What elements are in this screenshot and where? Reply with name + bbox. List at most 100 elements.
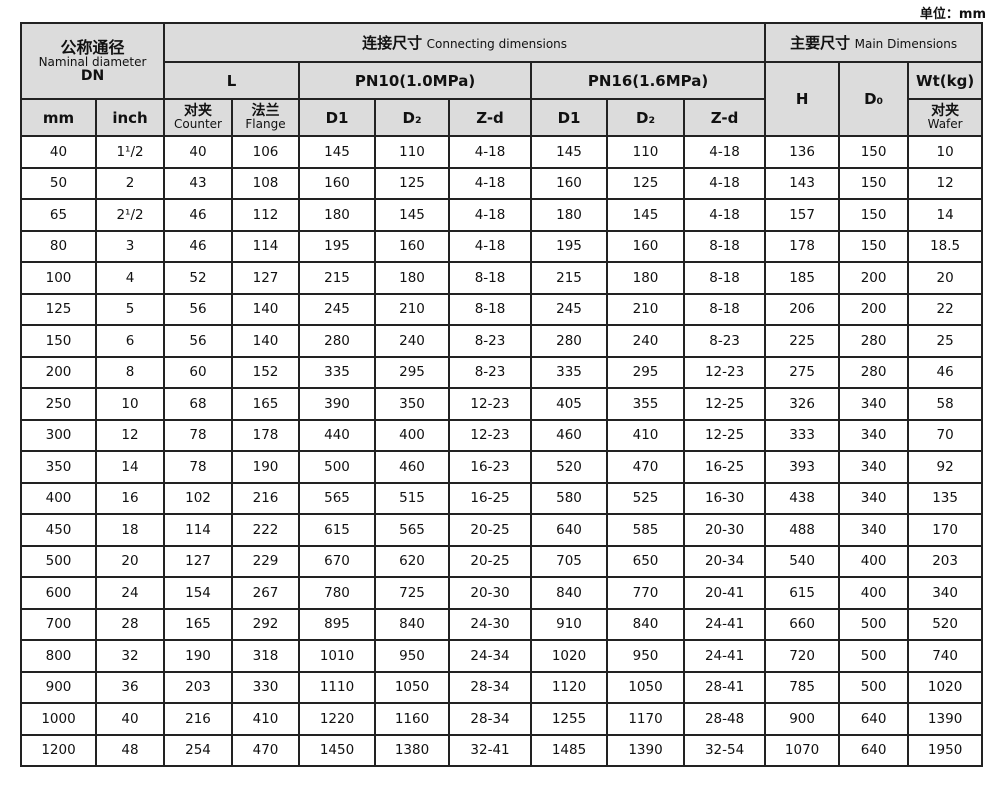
table-cell: 520 [907,607,984,641]
table-cell: 12-23 [683,355,767,389]
table-cell: 785 [764,670,841,704]
table-cell: 65 [20,198,97,232]
table-cell: 195 [530,229,609,263]
table-cell: 114 [163,513,234,547]
table-cell: 565 [374,513,451,547]
table-cell: 145 [374,198,451,232]
table-cell: 160 [298,166,377,200]
table-cell: 145 [530,135,609,169]
table-cell: 28-34 [448,702,533,736]
table-cell: 190 [163,639,234,673]
table-cell: 615 [764,576,841,610]
wafer-header: 对夹 Wafer [907,98,984,137]
flange-cn: 法兰 [251,103,280,119]
table-cell: 1160 [374,702,451,736]
table-cell: 280 [298,324,377,358]
table-cell: 4-18 [683,135,767,169]
table-cell: 4-18 [448,229,533,263]
table-cell: 410 [606,418,686,452]
table-cell: 8-23 [448,324,533,358]
table-cell: 326 [764,387,841,421]
table-cell: 20-30 [448,576,533,610]
table-row: 450 18 114 222 615 565 20-25 640 585 20-30 488 340 1… [20,513,984,547]
table-cell: 16-23 [448,450,533,484]
table-cell: 100 [20,261,97,295]
table-cell: 20-41 [683,576,767,610]
table-cell: 2¹/2 [94,198,166,232]
table-cell: 22 [907,292,984,326]
table-cell: 25 [907,324,984,358]
table-cell: 1200 [20,733,97,767]
table-cell: 14 [94,450,166,484]
table-cell: 12 [907,166,984,200]
table-cell: 410 [231,702,301,736]
table-cell: 900 [20,670,97,704]
table-cell: 350 [374,387,451,421]
table-cell: 56 [163,292,234,326]
table-cell: 200 [20,355,97,389]
table-cell: 12-25 [683,387,767,421]
table-cell: 216 [163,702,234,736]
table-cell: 1050 [374,670,451,704]
table-cell: 46 [163,198,234,232]
table-cell: 950 [606,639,686,673]
table-cell: 125 [20,292,97,326]
table-cell: 1255 [530,702,609,736]
table-cell: 1120 [530,670,609,704]
table-cell: 240 [374,324,451,358]
table-cell: 20 [94,544,166,578]
table-cell: 28 [94,607,166,641]
table-cell: 840 [374,607,451,641]
table-cell: 40 [94,702,166,736]
table-cell: 910 [530,607,609,641]
table-cell: 20-34 [683,544,767,578]
table-cell: 18 [94,513,166,547]
flange-header: 法兰 Flange [231,98,301,137]
table-cell: 80 [20,229,97,263]
table-cell: 152 [231,355,301,389]
table-cell: 470 [231,733,301,767]
dn-header: 公称通径 Naminal diameter DN [19,22,166,100]
table-cell: 350 [20,450,97,484]
table-cell: 24 [94,576,166,610]
table-cell: 295 [606,355,686,389]
table-row: 350 14 78 190 500 460 16-23 520 470 16-25 393 340 92 [20,450,984,484]
table-cell: 165 [231,387,301,421]
table-cell: 150 [838,198,910,232]
table-cell: 46 [163,229,234,263]
table-cell: 580 [530,481,609,515]
table-cell: 160 [530,166,609,200]
table-cell: 180 [606,261,686,295]
table-cell: 500 [20,544,97,578]
table-cell: 12-23 [448,387,533,421]
table-cell: 500 [838,607,910,641]
table-cell: 10 [94,387,166,421]
table-cell: 615 [298,513,377,547]
table-cell: 4 [94,261,166,295]
table-cell: 195 [298,229,377,263]
table-cell: 565 [298,481,377,515]
table-cell: 720 [764,639,841,673]
table-cell: 50 [20,166,97,200]
table-row: 1000 40 216 410 1220 1160 28-34 1255 1170 28-48 90… [20,702,984,736]
table-cell: 58 [907,387,984,421]
table-cell: 8-18 [683,292,767,326]
pn16-zd-header: Z-d [683,98,767,137]
table-cell: 400 [838,576,910,610]
table-cell: 6 [94,324,166,358]
table-cell: 470 [606,450,686,484]
table-cell: 4-18 [448,166,533,200]
table-cell: 12 [94,418,166,452]
table-row: 600 24 154 267 780 725 20-30 840 770 20-41 615 400 3… [20,576,984,610]
table-cell: 1020 [907,670,984,704]
table-cell: 20-25 [448,513,533,547]
table-cell: 1485 [530,733,609,767]
table-cell: 254 [163,733,234,767]
table-cell: 48 [94,733,166,767]
table-cell: 4-18 [683,198,767,232]
table-cell: 840 [530,576,609,610]
table-cell: 32-41 [448,733,533,767]
table-cell: 740 [907,639,984,673]
table-row: 900 36 203 330 1110 1050 28-34 1120 1050 28-41 785… [20,670,984,704]
table-cell: 24-41 [683,607,767,641]
